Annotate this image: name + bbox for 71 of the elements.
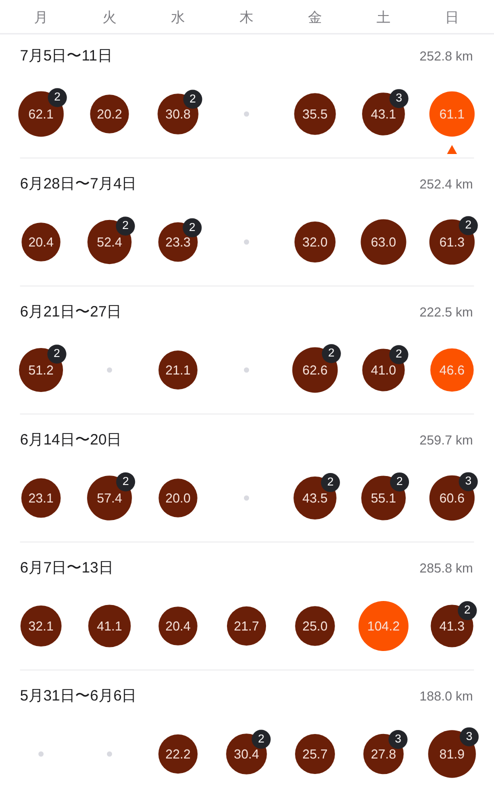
x-tick-label: 日	[445, 9, 459, 25]
annotation: 2	[464, 604, 471, 617]
cell-label: 20.2	[96, 106, 122, 122]
y-category: 6月7日〜13日	[20, 560, 114, 576]
annotation: 2	[190, 93, 196, 106]
annotation: 3	[396, 92, 402, 105]
annotation: 2	[327, 476, 334, 489]
cell-label: 41.3	[439, 618, 465, 634]
annotation: 2	[396, 348, 402, 361]
cell-label: 30.8	[165, 106, 191, 122]
cell-label: 25.7	[302, 746, 328, 762]
cell-label: 52.4	[96, 234, 122, 250]
cell-label: 21.7	[234, 618, 260, 634]
cell-label: 51.2	[28, 362, 54, 378]
cell-label: 20.4	[165, 618, 191, 634]
annotation: 2	[54, 92, 61, 104]
y2-category: 188.0 km	[420, 688, 473, 704]
cell-label: 32.0	[302, 234, 328, 250]
cell-label: 20.0	[165, 490, 191, 506]
cell-label: 41.0	[370, 362, 396, 378]
annotation: 2	[122, 476, 129, 488]
cell-label: 25.0	[302, 618, 328, 634]
x-tick-label: 月	[34, 9, 48, 25]
y2-category: 259.7 km	[420, 432, 473, 448]
cell-label: 21.1	[165, 362, 191, 378]
y-category: 6月21日〜27日	[20, 304, 122, 320]
cell-label: 32.1	[28, 618, 54, 634]
annotation: 2	[465, 220, 472, 232]
cell-label: 46.6	[439, 362, 465, 378]
annotation: 2	[396, 476, 403, 488]
cell-label: 43.1	[370, 106, 396, 122]
cell-label: 22.2	[165, 746, 191, 762]
x-tick-label: 木	[240, 9, 254, 25]
annotation: 2	[258, 733, 264, 746]
cell-label: 61.1	[439, 106, 465, 122]
cell-label: 27.8	[370, 746, 396, 762]
cell-label: 104.2	[367, 618, 400, 634]
annotation: 3	[465, 476, 472, 488]
y2-category: 252.8 km	[420, 48, 473, 64]
y2-category: 252.4 km	[420, 176, 473, 192]
cell-label: 20.4	[28, 234, 54, 250]
cell-label: 30.4	[234, 746, 260, 762]
annotation: 2	[122, 220, 129, 232]
cell-label: 61.3	[439, 234, 465, 250]
cell-label: 63.0	[370, 234, 396, 250]
cell-label: 55.1	[370, 490, 396, 506]
y-category: 6月14日〜20日	[20, 432, 122, 448]
cell-label: 43.5	[302, 490, 328, 506]
cell-label: 23.3	[165, 234, 191, 250]
y-category: 6月28日〜7月4日	[20, 176, 137, 192]
cell-label: 60.6	[439, 490, 465, 506]
x-tick-label: 水	[171, 9, 185, 25]
x-tick-label: 土	[376, 9, 390, 25]
y2-category: 285.8 km	[420, 560, 473, 576]
x-tick-label: 火	[102, 9, 116, 25]
x-tick-label: 金	[308, 9, 322, 25]
annotation: 3	[394, 733, 402, 746]
annotation: 3	[466, 730, 472, 743]
cell-label: 81.9	[439, 746, 465, 762]
cell-label: 57.4	[96, 490, 122, 506]
cell-label: 41.1	[96, 618, 122, 634]
cell-label: 62.1	[28, 106, 54, 122]
y2-category: 222.5 km	[420, 304, 473, 320]
y-category: 5月31日〜6月6日	[20, 688, 137, 704]
cell-label: 62.6	[302, 362, 328, 378]
annotation: 2	[328, 348, 335, 360]
annotation: 2	[54, 348, 60, 360]
cell-label: 23.1	[28, 490, 54, 506]
cell-label: 35.5	[302, 106, 328, 122]
y-category: 7月5日〜11日	[20, 48, 112, 64]
annotation: 2	[189, 222, 196, 234]
